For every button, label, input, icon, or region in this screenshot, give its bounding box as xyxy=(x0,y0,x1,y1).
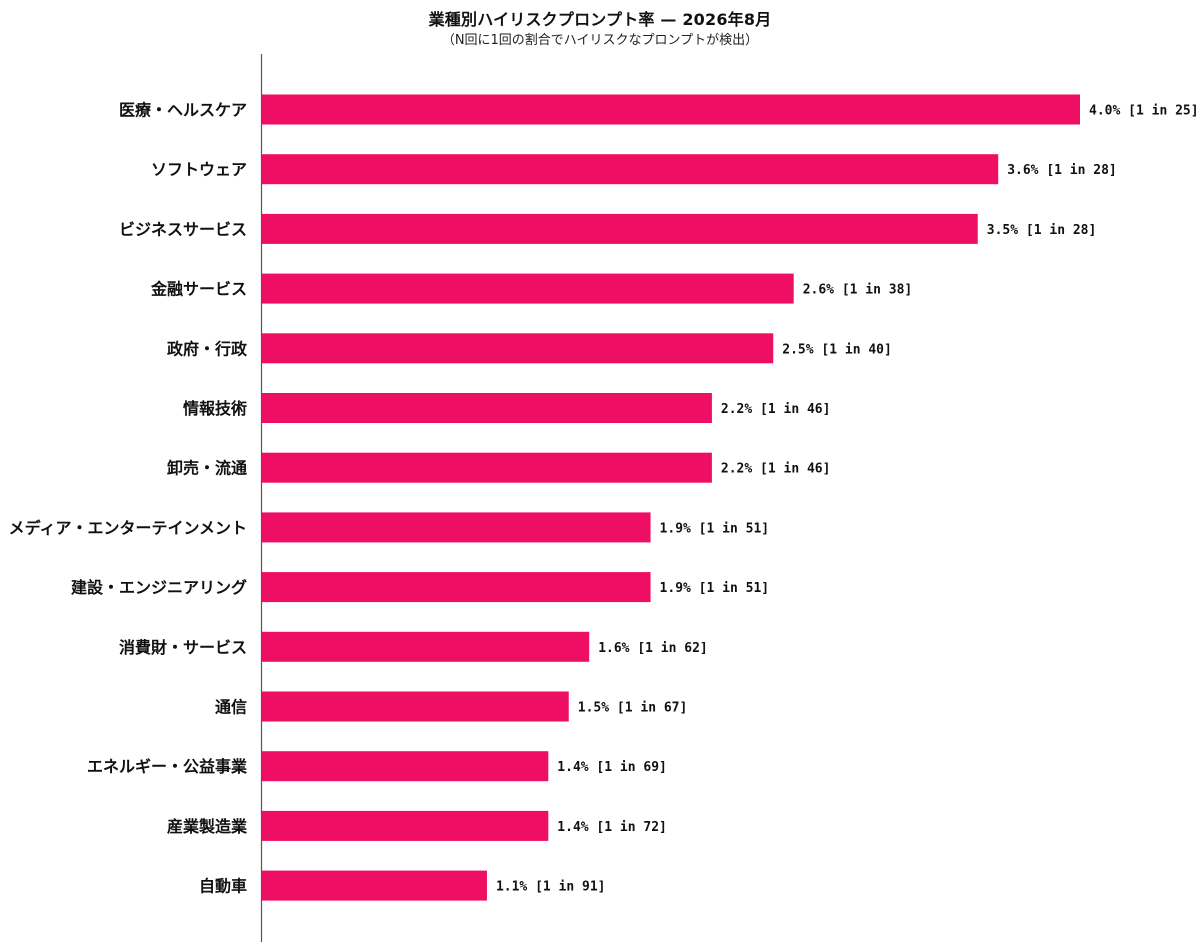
data-label: 1.4% [1 in 72] xyxy=(557,820,667,835)
chart-subtitle: （N回に1回の割合でハイリスクなプロンプトが検出） xyxy=(441,33,759,48)
data-label: 1.9% [1 in 51] xyxy=(660,581,770,596)
bar xyxy=(262,572,651,603)
data-label: 2.2% [1 in 46] xyxy=(721,402,831,417)
data-label: 4.0% [1 in 25] xyxy=(1089,104,1199,119)
value-labels-group: 4.0% [1 in 25] 3.6% [1 in 28] 3.5% [1 in 2… xyxy=(496,104,1199,895)
category-label: エネルギー・公益事業 xyxy=(87,757,248,776)
category-label: ビジネスサービス xyxy=(119,220,247,239)
bars-group xyxy=(262,94,1080,901)
data-label: 2.6% [1 in 38] xyxy=(803,283,913,298)
category-label: 金融サービス xyxy=(150,280,247,299)
bar xyxy=(262,452,712,483)
category-label: 医療・ヘルスケア xyxy=(119,101,247,120)
category-label: 産業製造業 xyxy=(167,817,248,836)
category-label: 卸売・流通 xyxy=(167,459,247,478)
data-label: 1.6% [1 in 62] xyxy=(598,641,708,656)
data-label: 1.9% [1 in 51] xyxy=(660,521,770,536)
category-label: 消費財・サービス xyxy=(119,638,247,657)
bar xyxy=(262,154,999,185)
data-label: 1.4% [1 in 69] xyxy=(557,760,667,775)
bar xyxy=(262,273,794,304)
bar xyxy=(262,333,774,364)
bar xyxy=(262,751,549,782)
chart-title: 業種別ハイリスクプロンプト率 — 2026年8月 xyxy=(428,10,772,29)
category-label: ソフトウェア xyxy=(151,160,247,179)
bar xyxy=(262,94,1080,125)
data-label: 3.5% [1 in 28] xyxy=(987,223,1097,238)
category-label: 建設・エンジニアリング xyxy=(71,578,247,597)
category-label: 自動車 xyxy=(199,877,247,896)
category-label: 情報技術 xyxy=(183,399,247,418)
bar xyxy=(262,691,569,722)
bar xyxy=(262,810,549,841)
category-label: 政府・行政 xyxy=(167,339,248,358)
bar xyxy=(262,512,651,543)
data-label: 1.5% [1 in 67] xyxy=(578,701,688,716)
data-label: 1.1% [1 in 91] xyxy=(496,880,606,895)
bar xyxy=(262,393,712,423)
category-label: メディア・エンターテインメント xyxy=(9,518,247,537)
data-label: 2.5% [1 in 40] xyxy=(782,342,892,357)
bar xyxy=(262,213,978,244)
data-label: 2.2% [1 in 46] xyxy=(721,462,831,477)
category-label: 通信 xyxy=(215,698,247,717)
bar xyxy=(262,870,487,901)
category-labels-group: 医療・ヘルスケアソフトウェアビジネスサービス金融サービス政府・行政情報技術卸売・… xyxy=(9,101,248,896)
data-label: 3.6% [1 in 28] xyxy=(1007,163,1117,178)
bar xyxy=(262,631,590,662)
